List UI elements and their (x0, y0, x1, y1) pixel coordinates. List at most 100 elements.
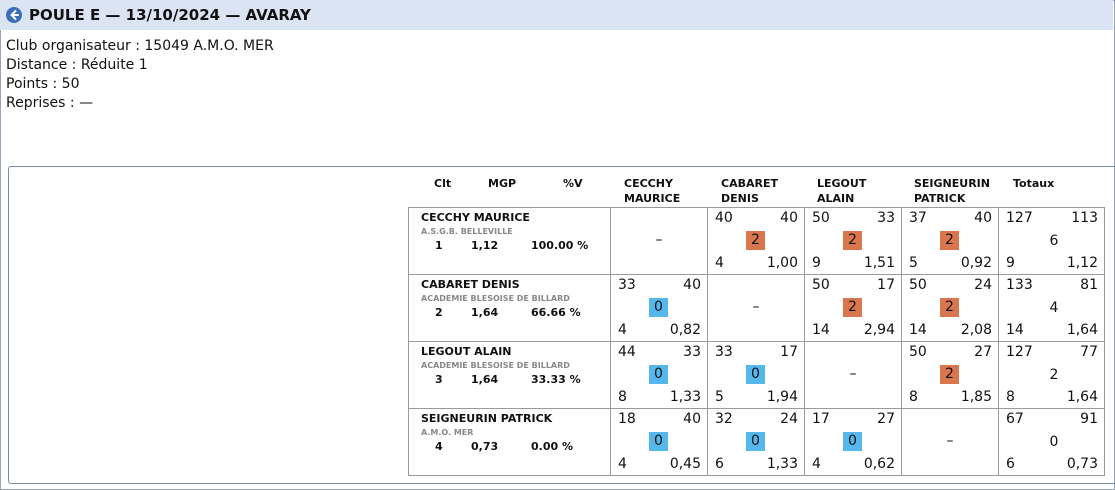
match-reprises: 4 (812, 456, 821, 472)
total-reprises: 9 (1006, 255, 1015, 271)
match-opponent-points: 40 (683, 411, 701, 427)
points: Points : 50 (6, 76, 80, 92)
player-cell: SEIGNEURIN PATRICK A.M.O. MER 4 0,73 0.00 % (408, 408, 611, 476)
match-cell-empty: – (610, 207, 708, 275)
player-rank: 1 (435, 239, 443, 252)
match-result-badge: 2 (940, 365, 959, 384)
page-header: POULE E — 13/10/2024 — AVARAY (0, 0, 1113, 30)
empty-mark: – (752, 299, 760, 315)
player-cell: CABARET DENIS ACADEMIE BLESOISE DE BILLAR… (408, 274, 611, 342)
match-opponent-points: 33 (683, 344, 701, 360)
match-reprises: 5 (715, 389, 724, 405)
match-reprises: 6 (715, 456, 724, 472)
player-rank: 3 (435, 373, 443, 386)
match-average: 0,62 (863, 456, 895, 472)
match-reprises: 4 (618, 456, 627, 472)
match-points: 50 (812, 210, 830, 226)
total-reprises: 14 (1006, 322, 1024, 338)
player-club: A.M.O. MER (421, 428, 474, 437)
match-result-badge: 2 (843, 231, 862, 250)
total-average: 0,73 (1066, 456, 1098, 472)
total-match-points: 4 (1049, 300, 1059, 316)
match-reprises: 14 (909, 322, 927, 338)
match-points: 33 (618, 277, 636, 293)
match-opponent-points: 17 (780, 344, 798, 360)
match-cell: 50 33 2 9 1,51 (804, 207, 902, 275)
match-reprises: 4 (715, 255, 724, 271)
match-points: 17 (812, 411, 830, 427)
match-result-badge: 2 (843, 298, 862, 317)
player-cell: LEGOUT ALAIN ACADEMIE BLESOISE DE BILLARD… (408, 341, 611, 409)
results-table: CECCHY MAURICE A.S.G.B. BELLEVILLE 1 1,12 10… (408, 207, 1105, 476)
player-mgp: 1,12 (471, 239, 499, 252)
match-points: 40 (715, 210, 733, 226)
player-name: CECCHY MAURICE (421, 211, 530, 224)
match-opponent-points: 33 (877, 210, 895, 226)
table-row: LEGOUT ALAIN ACADEMIE BLESOISE DE BILLARD… (408, 341, 1105, 409)
match-result-badge: 2 (940, 231, 959, 250)
match-cell-empty: – (901, 408, 999, 476)
total-opponent-points: 81 (1080, 277, 1098, 293)
match-result-badge: 0 (649, 365, 668, 384)
player-club: ACADEMIE BLESOISE DE BILLARD (421, 294, 570, 303)
match-cell: 50 24 2 14 2,08 (901, 274, 999, 342)
match-points: 50 (909, 277, 927, 293)
empty-mark: – (655, 232, 663, 248)
total-points: 127 (1006, 344, 1033, 360)
total-average: 1,12 (1066, 255, 1098, 271)
player-win-pct: 0.00 % (531, 440, 573, 453)
player-win-pct: 66.66 % (531, 306, 581, 319)
col-header-opponent-3: LEGOUT ALAIN (817, 177, 867, 205)
match-average: 1,94 (766, 389, 798, 405)
player-rank: 4 (435, 440, 443, 453)
match-result-badge: 0 (649, 432, 668, 451)
total-reprises: 8 (1006, 389, 1015, 405)
match-reprises: 8 (909, 389, 918, 405)
player-win-pct: 100.00 % (531, 239, 589, 252)
total-opponent-points: 113 (1071, 210, 1098, 226)
total-match-points: 0 (1049, 434, 1059, 450)
player-mgp: 1,64 (471, 306, 499, 319)
match-result-badge: 2 (746, 231, 765, 250)
match-opponent-points: 27 (974, 344, 992, 360)
match-average: 1,33 (669, 389, 701, 405)
match-average: 1,00 (766, 255, 798, 271)
match-points: 18 (618, 411, 636, 427)
match-points: 44 (618, 344, 636, 360)
player-name: LEGOUT ALAIN (421, 345, 512, 358)
match-reprises: 14 (812, 322, 830, 338)
match-cell: 33 40 0 4 0,82 (610, 274, 708, 342)
match-opponent-points: 40 (683, 277, 701, 293)
organizer-club: Club organisateur : 15049 A.M.O. MER (6, 38, 274, 54)
match-reprises: 9 (812, 255, 821, 271)
table-row: CECCHY MAURICE A.S.G.B. BELLEVILLE 1 1,12 10… (408, 207, 1105, 275)
results-panel (8, 166, 1115, 484)
col-header-mgp: MGP (488, 177, 517, 190)
page-title: POULE E — 13/10/2024 — AVARAY (29, 6, 311, 24)
match-average: 1,33 (766, 456, 798, 472)
match-cell: 18 40 0 4 0,45 (610, 408, 708, 476)
table-row: SEIGNEURIN PATRICK A.M.O. MER 4 0,73 0.00 % 1… (408, 408, 1105, 476)
match-result-badge: 0 (746, 432, 765, 451)
match-points: 50 (909, 344, 927, 360)
player-club: ACADEMIE BLESOISE DE BILLARD (421, 361, 570, 370)
match-average: 0,92 (960, 255, 992, 271)
col-header-clt: Clt (434, 177, 452, 190)
total-points: 127 (1006, 210, 1033, 226)
reprises: Reprises : — (6, 95, 94, 111)
match-opponent-points: 17 (877, 277, 895, 293)
total-points: 133 (1006, 277, 1033, 293)
match-opponent-points: 40 (974, 210, 992, 226)
player-club: A.S.G.B. BELLEVILLE (421, 227, 513, 236)
totals-cell: 67 91 0 6 0,73 (998, 408, 1105, 476)
match-points: 32 (715, 411, 733, 427)
distance: Distance : Réduite 1 (6, 57, 148, 73)
match-cell: 44 33 0 8 1,33 (610, 341, 708, 409)
match-points: 33 (715, 344, 733, 360)
totals-cell: 127 113 6 9 1,12 (998, 207, 1105, 275)
back-arrow-icon[interactable] (6, 7, 22, 23)
player-win-pct: 33.33 % (531, 373, 581, 386)
match-average: 2,94 (863, 322, 895, 338)
total-match-points: 2 (1049, 367, 1059, 383)
match-opponent-points: 27 (877, 411, 895, 427)
